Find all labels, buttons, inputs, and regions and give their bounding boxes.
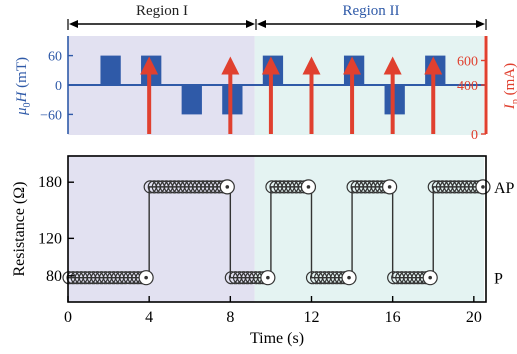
state-labels: AP P <box>494 180 515 288</box>
resistance-point-dot <box>266 275 270 280</box>
bottom-panel-frame <box>67 155 487 303</box>
field-pulse-7 <box>384 85 405 115</box>
current-pulse-head-3 <box>261 56 280 75</box>
resistance-point-dot <box>481 185 485 189</box>
y-axis-label: Resistance (Ω) <box>11 182 28 277</box>
resistance-point-dot <box>387 185 392 189</box>
resistance-point-dot <box>428 275 432 280</box>
region-i-arrowhead-right <box>246 20 255 28</box>
field-pulse-1 <box>100 55 121 85</box>
region-i-label: Region I <box>136 3 188 19</box>
y-tick-label-3: 180 <box>38 174 62 191</box>
x-tick-label-4: 12 <box>303 309 319 326</box>
bottom-y-ticks: 80 120 180 <box>38 174 74 285</box>
field-pulse-3 <box>181 85 202 115</box>
current-pulse-head-4 <box>302 56 321 75</box>
panel-gap <box>67 135 487 155</box>
y-tick-label-2: 120 <box>38 230 62 247</box>
region-ii-arrowhead-right <box>476 20 485 28</box>
top-left-axis: 60 0 −60 μ0H (mT) <box>14 36 73 134</box>
state-label-ap: AP <box>494 180 515 197</box>
top-right-tick-label-1: 600 <box>457 55 478 70</box>
x-tick-label-3: 8 <box>226 309 234 326</box>
current-pulses <box>140 56 443 134</box>
region-backgrounds <box>67 36 487 302</box>
top-left-tick-label-2: 0 <box>55 79 62 94</box>
current-pulse-head-1 <box>140 56 159 75</box>
current-pulse-head-5 <box>343 56 362 75</box>
x-axis-label: Time (s) <box>250 330 304 347</box>
field-pulse-4 <box>222 85 243 115</box>
resistance-point-dot <box>225 185 230 189</box>
resistance-point-dot <box>144 275 148 280</box>
field-pulses <box>100 55 446 115</box>
top-left-tick-label-1: 60 <box>48 50 62 65</box>
top-left-axis-label: μ0H (mT) <box>14 57 33 116</box>
resistance-line <box>68 186 484 279</box>
top-right-axis-label: Ip (mA) <box>502 63 517 110</box>
top-right-tick-label-2: 400 <box>457 79 478 94</box>
state-label-p: P <box>494 271 503 288</box>
region-i-arrowhead-left <box>69 20 78 28</box>
top-left-tick-label-3: −60 <box>40 108 62 123</box>
y-tick-label-1: 80 <box>46 268 62 285</box>
current-pulse-head-7 <box>424 56 443 75</box>
region-shade-1 <box>68 36 255 302</box>
region-ii-arrowhead-left <box>257 20 266 28</box>
bottom-x-ticks: 0 4 8 12 16 20 <box>64 296 482 326</box>
resistance-point-dot <box>347 275 351 280</box>
current-pulse-head-6 <box>383 56 402 75</box>
region-ii-label: Region II <box>342 3 399 19</box>
x-tick-label-2: 4 <box>145 309 153 326</box>
x-tick-label-1: 0 <box>64 309 72 326</box>
top-right-axis: 600 400 0 Ip (mA) <box>457 36 517 143</box>
resistance-point-dot <box>306 185 311 189</box>
top-right-tick-label-3: 0 <box>471 128 478 143</box>
region-header: Region I Region II <box>67 3 487 30</box>
x-tick-label-6: 20 <box>466 309 482 326</box>
current-pulse-head-2 <box>221 56 240 75</box>
x-tick-label-5: 16 <box>385 309 401 326</box>
region-shade-2 <box>254 36 484 302</box>
